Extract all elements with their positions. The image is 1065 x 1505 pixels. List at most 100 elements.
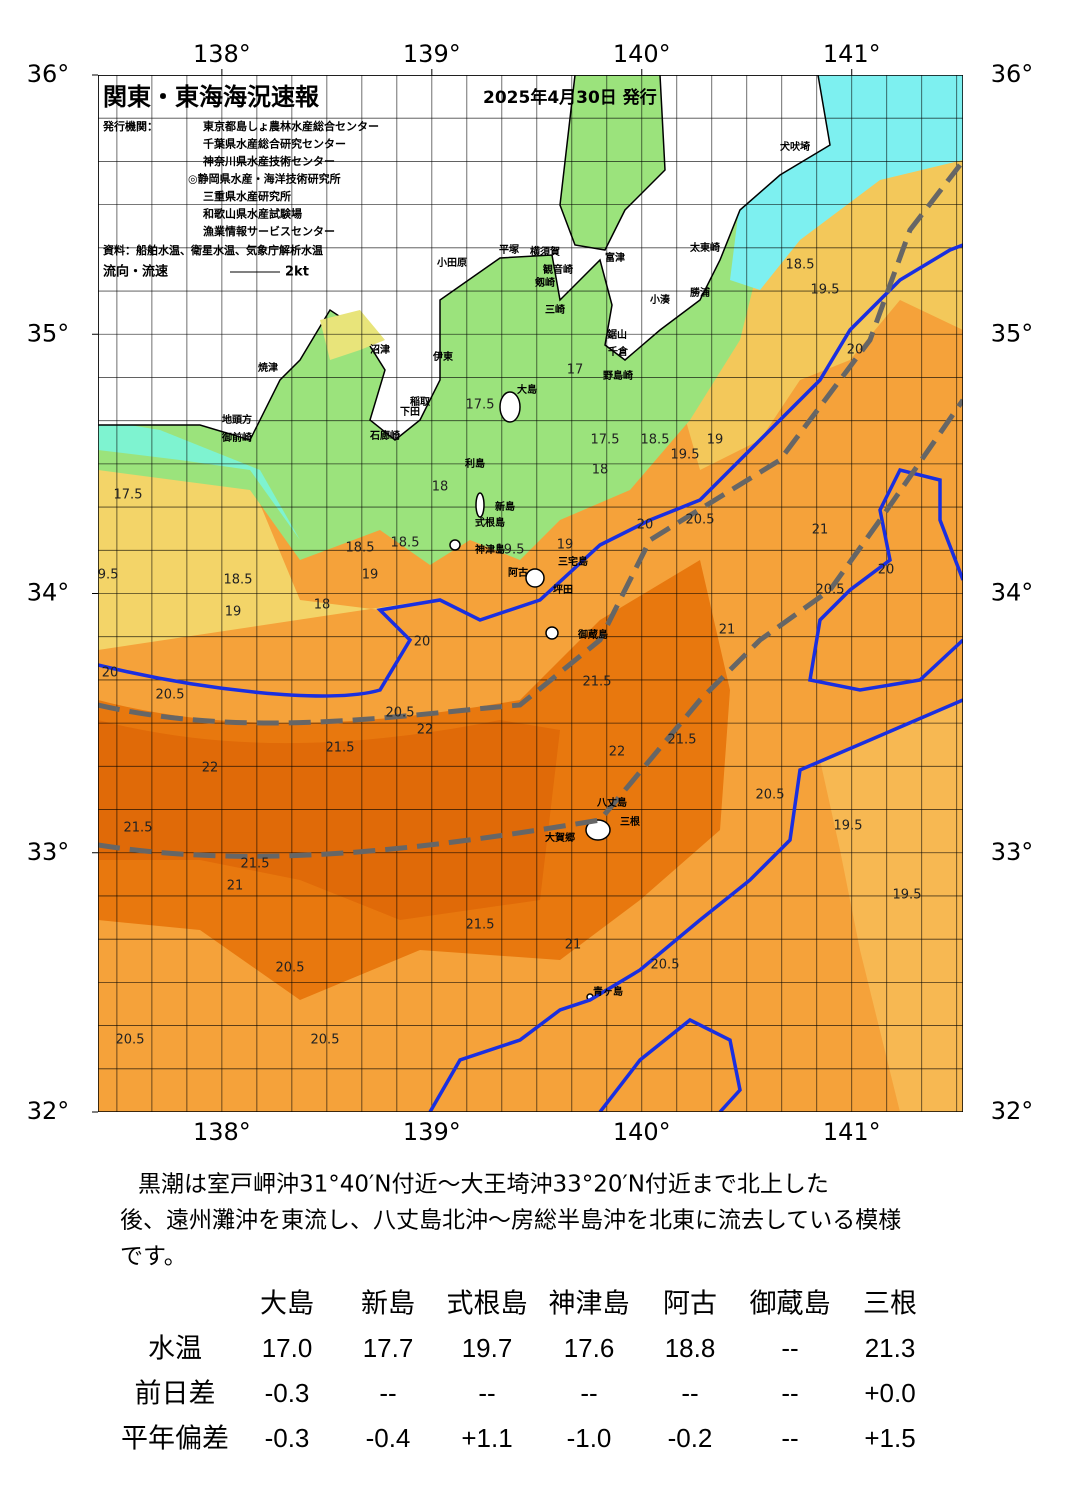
kuroshio: [98, 243, 963, 698]
issuer-label: 発行機関：: [102, 119, 158, 133]
contour-label: 20.5: [311, 1033, 340, 1048]
place-label: 小湊: [649, 293, 671, 306]
contour-label: 20.5: [816, 583, 845, 598]
place-label: 大賀郷: [545, 831, 575, 844]
x-tick-label: 138°: [193, 1118, 251, 1146]
contour-label: 20.5: [651, 958, 680, 973]
cell: --: [478, 1378, 495, 1408]
header: 関東・東海海況速報 2025年4月30日 発行 発行機関： 資料：船舶水温、衛星…: [102, 83, 657, 280]
contour-label: 20: [637, 518, 654, 533]
x-tick-label: 140°: [613, 40, 671, 68]
kuroshio-axis: [98, 398, 963, 859]
x-tick-label: 139°: [403, 1118, 461, 1146]
contour-label: 20.5: [756, 788, 785, 803]
y-tick-label: 36°: [991, 60, 1034, 88]
place-label: 平塚: [499, 243, 519, 256]
contour-label: 21.5: [326, 741, 355, 756]
place-label: 犬吠埼: [780, 140, 810, 153]
contour-label: 18.5: [224, 573, 253, 588]
place-label: 小田原: [436, 256, 467, 269]
contour-label: 19.5: [671, 448, 700, 463]
island: [585, 819, 611, 841]
place-label: 御前崎: [221, 431, 252, 444]
column-header: 御蔵島: [750, 1289, 831, 1320]
contour-label: 21: [812, 523, 829, 538]
issuer: 漁業情報サービスセンター: [203, 224, 335, 238]
cell: --: [781, 1333, 798, 1363]
place-label: 剱崎: [534, 276, 555, 289]
cell: 18.8: [665, 1333, 716, 1363]
place-label: 八丈島: [596, 796, 627, 809]
place-label: 勝浦: [690, 286, 710, 299]
contour-label: 21.5: [466, 918, 495, 933]
cell: 19.7: [462, 1333, 513, 1363]
contour-label: 20.5: [156, 688, 185, 703]
y-tick-label: 32°: [991, 1097, 1034, 1125]
y-tick-label: 35°: [27, 319, 70, 347]
island: [545, 626, 559, 640]
contour-label: 18: [314, 598, 331, 613]
column-header: 神津島: [549, 1289, 630, 1320]
cell: --: [681, 1378, 698, 1408]
x-tick-label: 140°: [613, 1118, 671, 1146]
place-label: 稲取: [410, 395, 431, 408]
column-header: 阿古: [663, 1289, 717, 1320]
contour-label: 22: [609, 745, 626, 760]
legend-label: 流向・流速: [103, 264, 168, 280]
issuer: 和歌山県水産試験場: [203, 207, 302, 221]
y-tick-label: 35°: [991, 319, 1034, 347]
issuer: 東京都島しょ農林水産総合センター: [203, 119, 379, 133]
cell: -0.3: [265, 1378, 310, 1408]
contour-label: 20: [878, 563, 895, 578]
cell: 17.0: [262, 1333, 313, 1363]
place-label: 阿古: [508, 566, 528, 579]
contour-label: 17: [567, 363, 584, 378]
kuroshio-axis: [98, 163, 962, 726]
column-header: 三根: [863, 1289, 917, 1320]
column-header: 大島: [260, 1289, 314, 1320]
place-label: 青ヶ島: [593, 985, 623, 998]
contour-label: 19.5: [496, 543, 525, 558]
contour-label: 21: [719, 623, 736, 638]
contour-label: 20: [102, 666, 119, 681]
contour-label: 18.5: [346, 541, 375, 556]
sea-yellow: [98, 460, 430, 650]
contour-label: 19.5: [834, 819, 863, 834]
contour-label: 19.5: [893, 888, 922, 903]
kuroshio-branch: [428, 698, 963, 1112]
contour-label: 20: [414, 635, 431, 650]
issuer: 神奈川県水産技術センター: [203, 154, 335, 168]
place-label: 式根島: [475, 516, 505, 529]
contour-label: 19.5: [811, 283, 840, 298]
contour-label: 17.5: [114, 488, 143, 503]
cell: +1.5: [864, 1423, 915, 1453]
summary-line: です。: [120, 1244, 187, 1270]
contour-label: 20.5: [386, 706, 415, 721]
issuer: 三重県水産研究所: [203, 189, 291, 203]
contour-label: 18.5: [391, 536, 420, 551]
island: [475, 492, 485, 518]
contour-label: 17.5: [591, 433, 620, 448]
tokyo-bay: [559, 75, 666, 251]
cell: --: [781, 1378, 798, 1408]
contour-label: 21.5: [241, 857, 270, 872]
cell: -0.2: [668, 1423, 713, 1453]
place-label: 下田: [400, 406, 420, 418]
contour-label: 18: [432, 480, 449, 495]
row-label: 前日差: [135, 1379, 216, 1410]
contour-label: 19.5: [90, 568, 119, 583]
y-tick-label: 36°: [27, 60, 70, 88]
islands: [449, 391, 611, 1001]
cell: 17.6: [564, 1333, 615, 1363]
cell: --: [580, 1378, 597, 1408]
column-header: 式根島: [447, 1289, 528, 1320]
place-label: 沼津: [370, 343, 390, 356]
row-label: 平年偏差: [121, 1424, 229, 1455]
contour-label: 18.5: [641, 433, 670, 448]
place-label: 大島: [517, 383, 537, 396]
place-label: 三宅島: [558, 555, 588, 568]
contour-label: 21.5: [668, 733, 697, 748]
contour-label: 22: [202, 761, 219, 776]
